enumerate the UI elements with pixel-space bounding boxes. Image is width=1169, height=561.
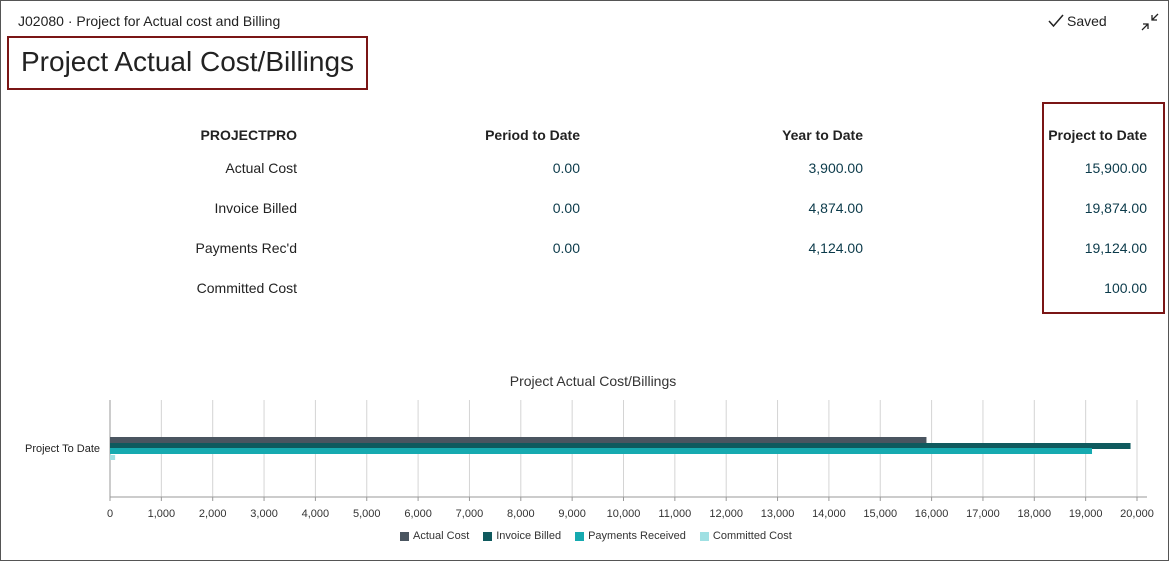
x-tick-label: 18,000 [1017,508,1051,520]
legend-swatch [400,531,409,541]
legend-swatch [575,531,585,541]
project-to-date-highlight [1042,102,1165,314]
legend-swatch [483,531,493,541]
x-tick-label: 7,000 [456,508,484,520]
legend-item: Invoice Billed [483,530,561,542]
bar-committed-cost [110,455,116,460]
page-title: Project Actual Cost/Billings [21,46,355,77]
x-tick-label: 11,000 [658,508,691,520]
x-tick-label: 17,000 [966,508,1000,520]
chart-title: Project Actual Cost/Billings [509,373,677,389]
x-tick-label: 16,000 [915,508,949,520]
saved-label: Saved [1067,13,1107,29]
x-tick-label: 5,000 [353,508,381,520]
payments-recd-project[interactable]: 19,124.00 [1084,240,1147,256]
x-tick-label: 1,000 [148,508,176,520]
invoice-billed-year[interactable]: 4,874.00 [808,200,864,216]
row-label-payments-recd: Payments Rec'd [195,240,298,256]
actual-cost-project[interactable]: 15,900.00 [1084,160,1147,176]
payments-recd-period[interactable]: 0.00 [552,240,580,256]
saved-status: Saved [1048,13,1107,29]
legend-label: Payments Received [588,530,686,542]
x-tick-label: 3,000 [250,508,278,520]
row-label-actual-cost: Actual Cost [225,160,297,176]
invoice-billed-project[interactable]: 19,874.00 [1084,200,1147,216]
x-tick-label: 2,000 [199,508,227,520]
payments-recd-year[interactable]: 4,124.00 [808,240,864,256]
legend-item: Payments Received [575,530,686,542]
column-header-year-to-date: Year to Date [782,127,863,143]
legend-item: Committed Cost [699,530,792,542]
row-label-committed-cost: Committed Cost [196,280,297,296]
record-title: J02080 · Project for Actual cost and Bil… [18,13,281,29]
legend-swatch [699,531,709,541]
x-tick-label: 4,000 [302,508,330,520]
x-tick-label: 6,000 [404,508,432,520]
actual-cost-period[interactable]: 0.00 [552,160,580,176]
legend-label: Actual Cost [413,530,470,542]
column-header-period-to-date: Period to Date [485,127,580,143]
x-tick-label: 13,000 [761,508,795,520]
chart-legend: Actual Cost Invoice Billed Payments Receiv… [400,530,792,542]
x-tick-label: 10,000 [607,508,641,520]
page-title-highlight: Project Actual Cost/Billings [7,36,368,90]
x-tick-label: 9,000 [558,508,586,520]
x-tick-label: 19,000 [1069,508,1103,520]
legend-label: Invoice Billed [496,530,562,542]
collapse-icon[interactable] [1141,13,1159,31]
column-header-projectpro: PROJECTPRO [200,127,297,143]
x-tick-label: 8,000 [507,508,535,520]
x-tick-label: 20,000 [1120,508,1154,520]
bar-actual-cost [110,437,927,443]
x-tick-label: 12,000 [709,508,743,520]
x-tick-label: 0 [107,508,113,520]
committed-cost-project[interactable]: 100.00 [1104,280,1147,296]
column-header-project-to-date: Project to Date [1048,127,1147,143]
row-label-invoice-billed: Invoice Billed [214,200,298,216]
x-tick-label: 14,000 [812,508,846,520]
legend-item: Actual Cost [400,530,469,542]
checkmark-icon [1048,14,1064,28]
category-label: Project To Date [25,443,100,455]
actual-cost-year[interactable]: 3,900.00 [808,160,864,176]
bar-invoice-billed [110,443,1131,449]
bar-payments-received [110,448,1093,454]
x-tick-label: 15,000 [863,508,897,520]
legend-label: Committed Cost [712,530,792,542]
invoice-billed-period[interactable]: 0.00 [552,200,580,216]
